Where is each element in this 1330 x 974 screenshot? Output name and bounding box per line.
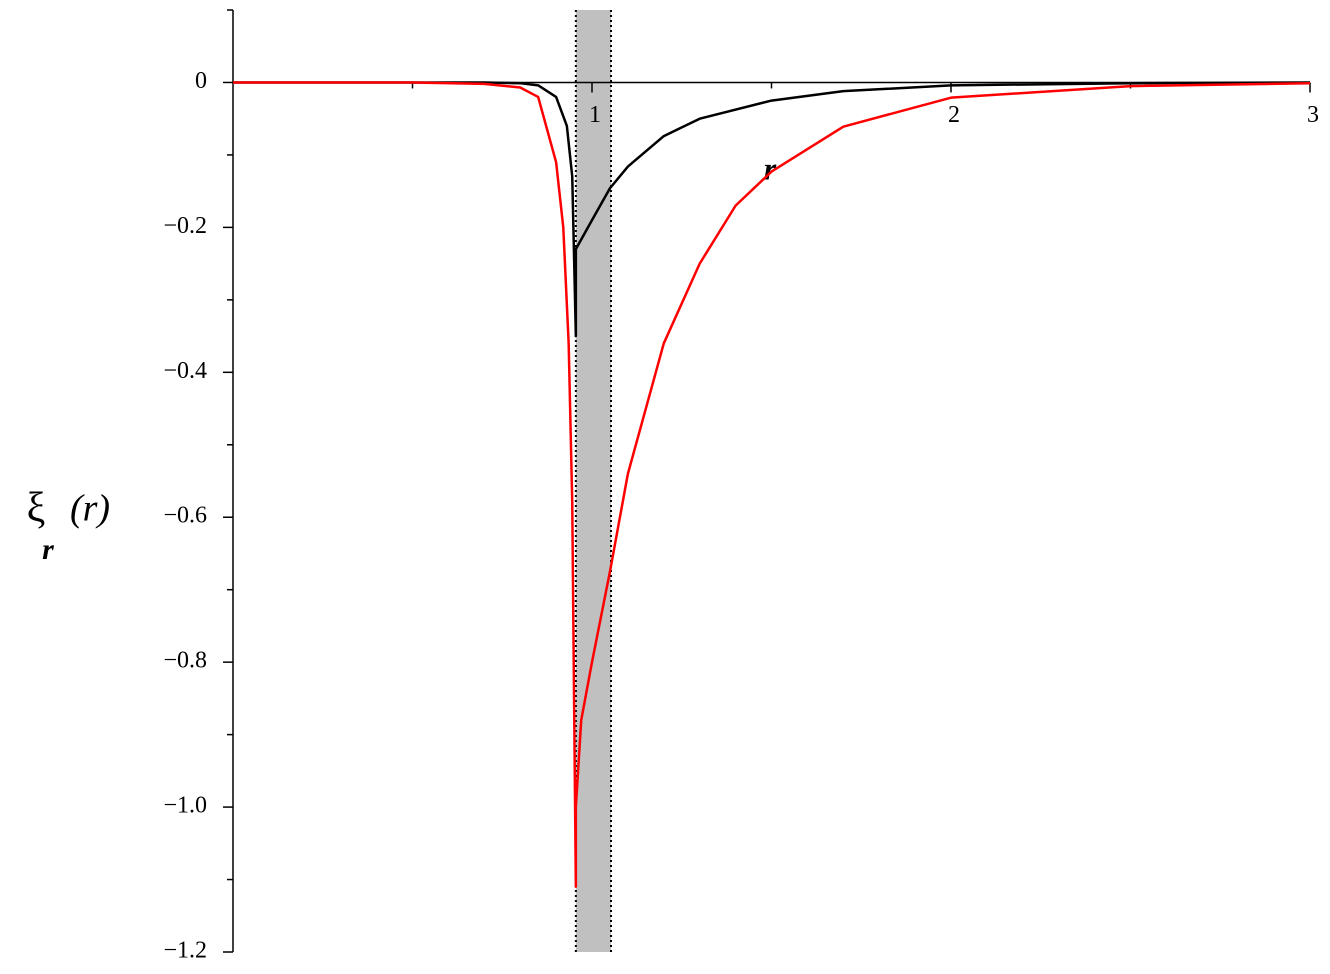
shaded-region xyxy=(575,10,612,952)
x-tick-label: 3 xyxy=(1307,102,1319,128)
y-tick-label: −0.4 xyxy=(163,358,207,384)
y-tick-label: −0.2 xyxy=(163,213,207,239)
y-axis-label-subscript: r xyxy=(42,533,54,566)
y-axis-label-argument: (r) xyxy=(70,488,110,530)
y-tick-label: −0.8 xyxy=(163,648,207,674)
y-tick-label: −1.2 xyxy=(163,938,207,964)
x-tick-label: 2 xyxy=(948,102,960,128)
x-tick-label: 1 xyxy=(589,102,601,128)
y-axis-label-symbol: ξ xyxy=(27,486,46,532)
y-tick-label: −1.0 xyxy=(163,793,207,819)
y-tick-label: 0 xyxy=(195,68,207,94)
curve xyxy=(233,81,1311,338)
y-tick-label: −0.6 xyxy=(163,503,207,529)
curve xyxy=(233,81,1311,889)
